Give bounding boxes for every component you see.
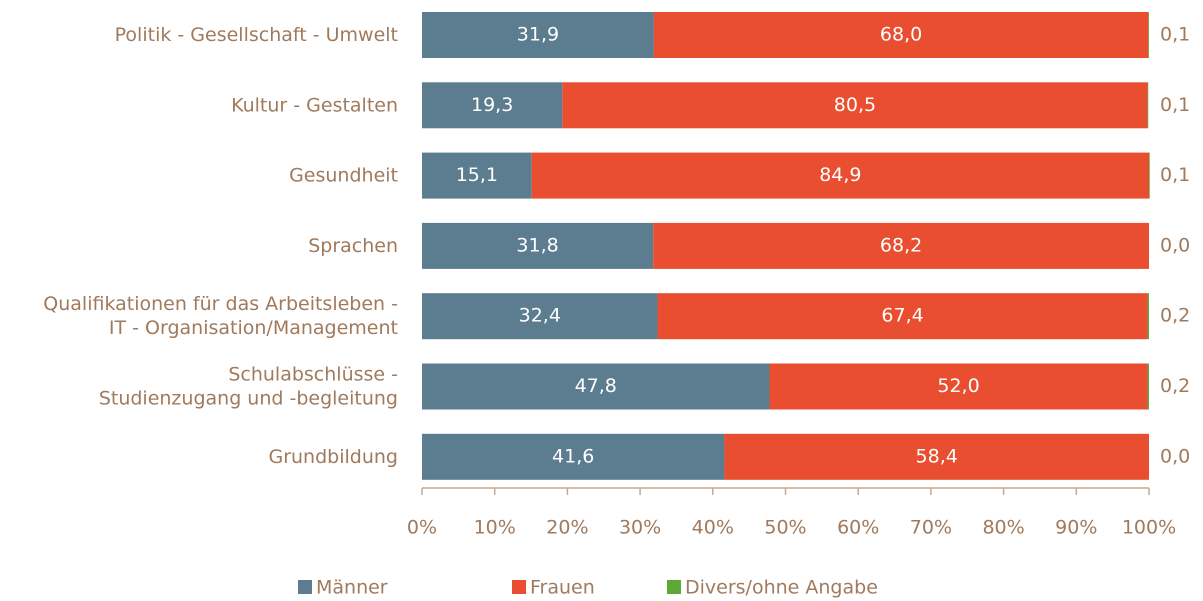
value-label: 52,0 (937, 375, 979, 397)
bar-segment (769, 363, 1148, 410)
value-label: 0,1 (1160, 24, 1190, 46)
x-tick-label: 20% (546, 517, 588, 539)
bar-segment (422, 433, 725, 480)
value-label: 15,1 (456, 164, 498, 186)
x-tick-label: 30% (619, 517, 661, 539)
category-label: Gesundheit (289, 164, 398, 186)
value-label: 67,4 (881, 305, 923, 327)
legend-swatch (667, 580, 681, 594)
value-label: 41,6 (552, 445, 594, 467)
category-label: Politik - Gesellschaft - Umwelt (115, 24, 398, 46)
value-label: 0,0 (1160, 234, 1190, 256)
category-label: Qualifikationen für das Arbeitsleben -IT… (43, 293, 398, 339)
x-tick-label: 50% (764, 517, 806, 539)
legend-label: Divers/ohne Angabe (685, 577, 878, 599)
legend-label: Frauen (530, 577, 595, 599)
bar-segment (724, 433, 1149, 480)
bar-segment (422, 12, 654, 58)
x-tick-label: 60% (837, 517, 879, 539)
bar-segment (422, 222, 654, 269)
x-tick-label: 90% (1055, 517, 1097, 539)
value-label: 68,0 (880, 24, 922, 46)
bar-segment (562, 82, 1148, 129)
bar-segment (422, 293, 658, 340)
x-tick-label: 40% (692, 517, 734, 539)
category-label: Schulabschlüsse -Studienzugang und -begl… (99, 363, 398, 409)
bar-segment (1148, 12, 1149, 58)
x-tick-label: 80% (982, 517, 1024, 539)
value-label: 0,2 (1160, 305, 1190, 327)
bar-segment (1147, 293, 1149, 340)
value-label: 0,0 (1160, 445, 1190, 467)
legend-swatch (298, 580, 312, 594)
value-label: 19,3 (471, 94, 513, 116)
bar-segment (1147, 363, 1149, 410)
value-label: 32,4 (519, 305, 561, 327)
value-label: 47,8 (575, 375, 617, 397)
value-label: 80,5 (834, 94, 876, 116)
bar-segment (1149, 152, 1150, 199)
value-label: 31,8 (516, 234, 558, 256)
legend-label: Männer (316, 577, 388, 599)
x-tick-label: 0% (407, 517, 437, 539)
x-tick-label: 100% (1122, 517, 1176, 539)
bar-segment (653, 12, 1149, 58)
bar-segment (653, 222, 1149, 269)
bar-segment (1147, 82, 1149, 129)
bar-segment (657, 293, 1148, 340)
bar-segment (422, 363, 770, 410)
x-tick-label: 10% (474, 517, 516, 539)
bar-segment (422, 152, 532, 199)
category-label: Sprachen (308, 234, 398, 256)
x-tick-label: 70% (910, 517, 952, 539)
value-label: 0,1 (1160, 164, 1190, 186)
value-label: 58,4 (916, 445, 958, 467)
legend-swatch (512, 580, 526, 594)
bar-segment (531, 152, 1149, 199)
value-label: 0,1 (1160, 94, 1190, 116)
value-label: 84,9 (819, 164, 861, 186)
bar-segment (422, 82, 563, 129)
value-label: 31,9 (517, 24, 559, 46)
value-label: 0,2 (1160, 375, 1190, 397)
value-label: 68,2 (880, 234, 922, 256)
category-label: Kultur - Gestalten (231, 94, 398, 116)
category-label: Grundbildung (268, 445, 398, 467)
